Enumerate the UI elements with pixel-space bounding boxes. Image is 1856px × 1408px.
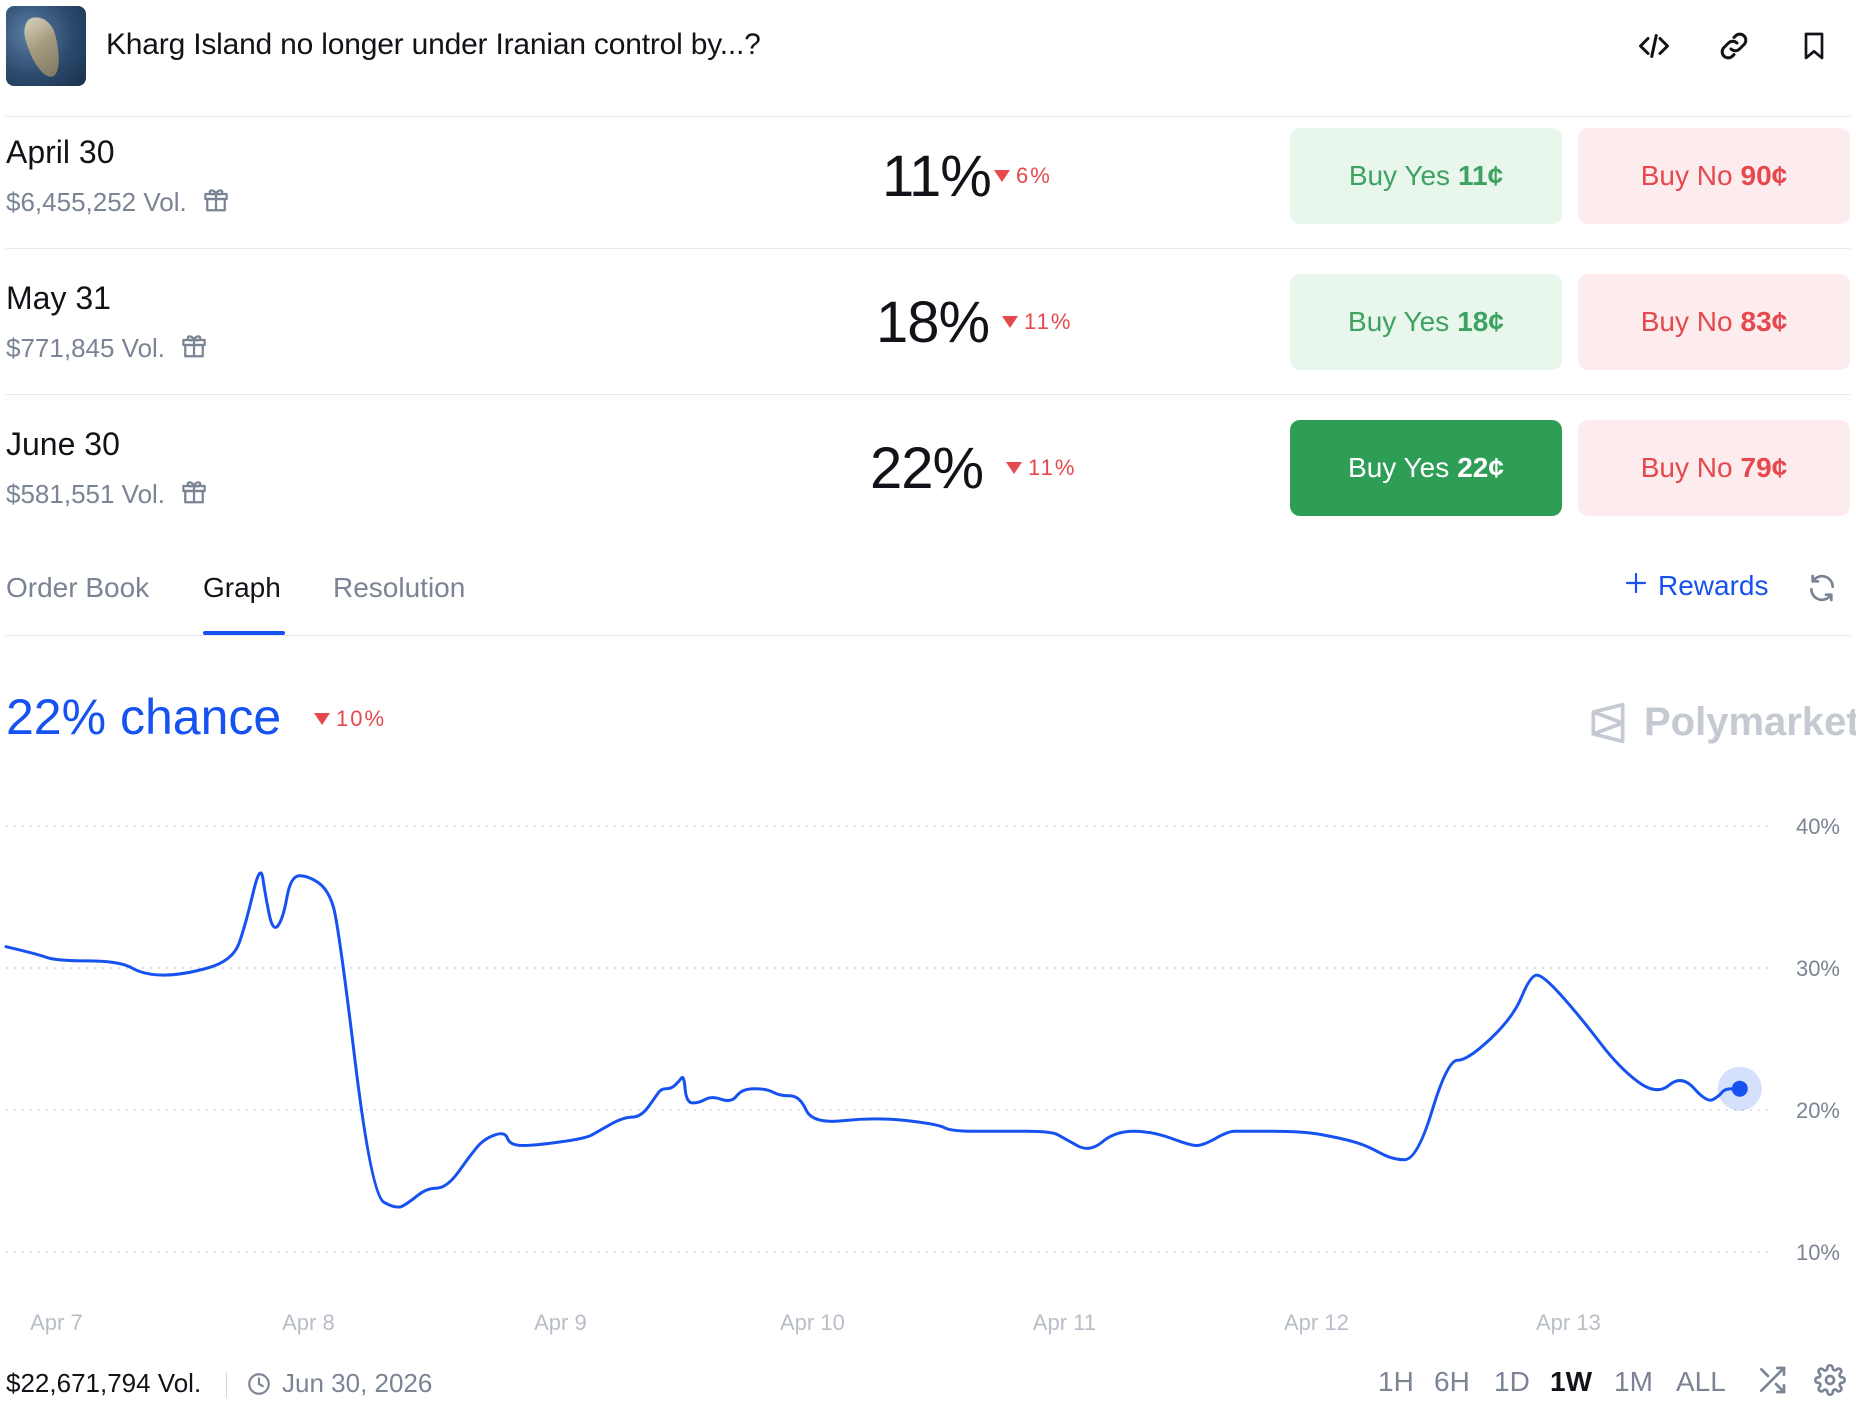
y-tick-label: 10% bbox=[1796, 1240, 1840, 1265]
market-row-label: June 30 bbox=[6, 426, 120, 462]
tab-graph[interactable]: Graph bbox=[203, 572, 281, 603]
x-tick-label: Apr 9 bbox=[534, 1310, 587, 1335]
refresh-icon[interactable] bbox=[1806, 572, 1842, 608]
buy-yes-button[interactable]: Buy Yes 18¢ bbox=[1290, 274, 1562, 370]
range-all[interactable]: ALL bbox=[1676, 1366, 1726, 1397]
x-tick-label: Apr 7 bbox=[30, 1310, 83, 1335]
divider bbox=[6, 116, 1850, 117]
range-1h[interactable]: 1H bbox=[1378, 1366, 1414, 1397]
chance-value: 22% chance bbox=[6, 689, 282, 745]
divider bbox=[6, 394, 1850, 395]
down-arrow-icon bbox=[314, 713, 330, 725]
series-line bbox=[4, 871, 1742, 1209]
market-probability: 18% bbox=[876, 290, 990, 355]
market-row-label: May 31 bbox=[6, 280, 111, 316]
market-row-volume: $771,845 Vol. bbox=[6, 330, 209, 367]
down-arrow-icon bbox=[1002, 316, 1018, 328]
range-1d[interactable]: 1D bbox=[1494, 1366, 1530, 1397]
probability-change: 11% bbox=[1002, 309, 1072, 335]
buy-no-button[interactable]: Buy No 79¢ bbox=[1578, 420, 1850, 516]
x-tick-label: Apr 10 bbox=[780, 1310, 845, 1335]
clock-icon bbox=[248, 1372, 270, 1395]
polymarket-watermark: Polymarket bbox=[1586, 700, 1856, 745]
divider bbox=[226, 1372, 227, 1398]
link-icon[interactable] bbox=[1712, 24, 1756, 68]
bookmark-icon[interactable] bbox=[1792, 24, 1836, 68]
embed-icon[interactable] bbox=[1632, 24, 1676, 68]
active-tab-indicator bbox=[203, 631, 285, 635]
market-title: Kharg Island no longer under Iranian con… bbox=[106, 28, 761, 61]
settings-gear-icon[interactable] bbox=[1814, 1364, 1848, 1398]
total-volume: $22,671,794 Vol. bbox=[6, 1368, 202, 1398]
polymarket-logo-icon bbox=[1591, 702, 1625, 743]
y-tick-label: 30% bbox=[1796, 956, 1840, 981]
probability-change: 6% bbox=[994, 163, 1052, 189]
rewards-button[interactable]: Rewards bbox=[1624, 570, 1768, 602]
x-tick-label: Apr 8 bbox=[282, 1310, 335, 1335]
tab-order-book[interactable]: Order Book bbox=[6, 572, 150, 603]
range-1w[interactable]: 1W bbox=[1550, 1366, 1592, 1397]
volume-text: $771,845 Vol. bbox=[6, 333, 166, 363]
down-arrow-icon bbox=[1006, 462, 1022, 474]
buy-yes-button[interactable]: Buy Yes 22¢ bbox=[1290, 420, 1562, 516]
market-row-label: April 30 bbox=[6, 134, 115, 170]
probability-change: 11% bbox=[1006, 455, 1076, 481]
plus-icon bbox=[1624, 570, 1648, 602]
chance-change: 10% bbox=[314, 706, 386, 732]
range-1m[interactable]: 1M bbox=[1614, 1366, 1653, 1397]
market-probability: 11% bbox=[882, 144, 992, 209]
y-tick-label: 20% bbox=[1796, 1098, 1840, 1123]
volume-text: $581,551 Vol. bbox=[6, 479, 166, 509]
x-tick-label: Apr 11 bbox=[1033, 1310, 1096, 1335]
tab-resolution[interactable]: Resolution bbox=[333, 572, 466, 603]
range-6h[interactable]: 6H bbox=[1434, 1366, 1470, 1397]
market-probability: 22% bbox=[870, 436, 984, 501]
x-tick-label: Apr 13 bbox=[1536, 1310, 1601, 1335]
shuffle-icon[interactable] bbox=[1756, 1364, 1790, 1398]
market-row-volume: $6,455,252 Vol. bbox=[6, 184, 231, 221]
price-chart[interactable]: 40% 30% 20% 10% Apr 7 Apr 8 Apr 9 Apr 10 Apr 11 A… bbox=[0, 780, 1856, 1340]
market-thumbnail bbox=[6, 6, 86, 86]
current-point bbox=[1731, 1080, 1748, 1097]
y-tick-label: 40% bbox=[1796, 814, 1840, 839]
volume-text: $6,455,252 Vol. bbox=[6, 187, 187, 217]
down-arrow-icon bbox=[994, 170, 1010, 182]
divider bbox=[6, 635, 1850, 636]
header: Kharg Island no longer under Iranian con… bbox=[0, 0, 1856, 100]
gift-icon[interactable] bbox=[201, 184, 231, 221]
buy-no-button[interactable]: Buy No 83¢ bbox=[1578, 274, 1850, 370]
buy-yes-button[interactable]: Buy Yes 11¢ bbox=[1290, 128, 1562, 224]
end-date: Jun 30, 2026 bbox=[246, 1368, 432, 1399]
x-tick-label: Apr 12 bbox=[1284, 1310, 1349, 1335]
gift-icon[interactable] bbox=[179, 330, 209, 367]
divider bbox=[6, 248, 1850, 249]
gift-icon[interactable] bbox=[179, 476, 209, 513]
market-row-volume: $581,551 Vol. bbox=[6, 476, 209, 513]
buy-no-button[interactable]: Buy No 90¢ bbox=[1578, 128, 1850, 224]
